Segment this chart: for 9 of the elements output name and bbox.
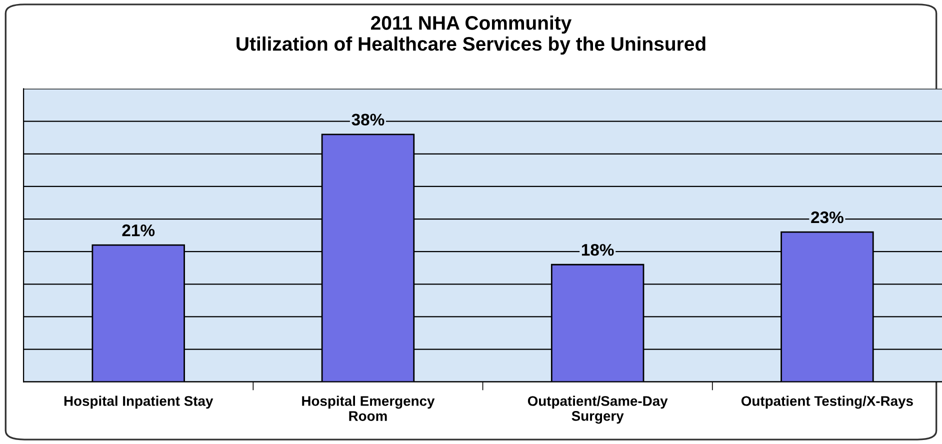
x-tick-label: Hospital Emergency Room [302,396,435,421]
data-label: 38% [352,114,384,126]
chart-title: 2011 NHA Community Utilization of Healthcare Services by the Uninsured [236,16,706,55]
data-label: 21% [122,224,155,236]
x-tick-label: Outpatient Testing/X-Rays [741,396,913,409]
data-label: 18% [582,244,614,256]
x-tick-label: Hospital Inpatient Stay [64,396,214,409]
x-tick-label: Outpatient/Same-Day Surgery [528,396,668,424]
data-label: 23% [811,211,844,224]
